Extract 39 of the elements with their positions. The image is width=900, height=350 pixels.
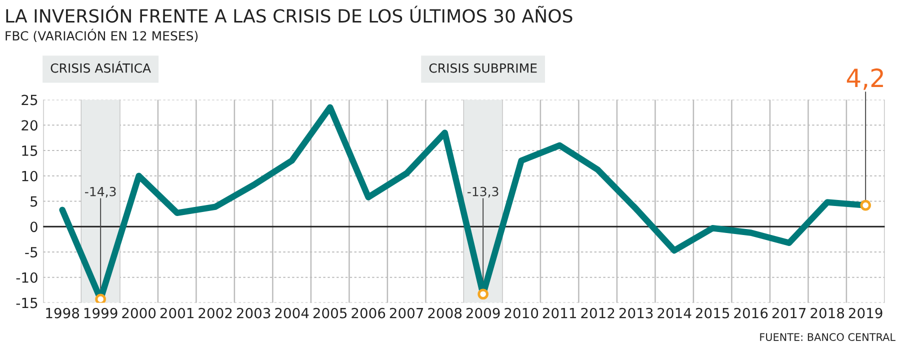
band-label: CRISIS SUBPRIME [429,63,537,73]
x-tick-label: 2015 [696,308,730,318]
x-tick-label: 2000 [122,308,156,318]
y-tick-label: 25 [22,94,38,106]
x-tick-label: 1998 [46,308,80,318]
x-tick-label: 2007 [390,308,424,318]
y-tick-label: -10 [16,272,38,283]
x-tick-label: 2006 [352,308,386,318]
band-label: CRISIS ASIÁTICA [50,61,151,73]
x-tick-label: 2003 [236,308,270,318]
x-tick-label: 2001 [160,308,194,318]
x-tick-label: 2012 [581,308,614,318]
y-tick-label: -15 [16,298,38,308]
x-tick-label: 2019 [848,308,882,318]
x-tick-label: 1999 [84,308,118,318]
x-tick-label: 2009 [466,308,500,318]
x-tick-label: 2011 [542,308,576,318]
y-tick-label: 15 [22,146,38,156]
x-tick-label: 2005 [313,308,347,318]
annotation: -14,3 [85,186,116,198]
annotation: 4,2 [846,68,883,90]
x-tick-label: 2017 [772,308,806,318]
y-tick-label: 20 [22,120,38,131]
x-tick-label: 2002 [198,308,232,318]
y-tick-label: 5 [30,196,38,207]
x-tick-label: 2010 [504,308,538,318]
x-tick-label: 2008 [428,308,462,318]
x-tick-label: 2016 [734,308,768,318]
y-tick-label: 0 [30,222,38,232]
y-tick-label: 10 [22,170,38,182]
y-tick-label: -5 [25,247,38,258]
x-tick-label: 2014 [658,308,692,318]
annotation: -13,3 [468,186,498,198]
x-tick-label: 2013 [619,308,653,318]
chart-title: LA INVERSIÓN FRENTE A LAS CRISIS DE LOS ÚLTIMOS 30 AÑOS [6,6,572,23]
x-tick-label: 2004 [275,308,309,318]
x-tick-label: 2018 [810,308,844,318]
source-note: FUENTE: BANCO CENTRAL [760,333,896,341]
chart-subtitle: FBC (VARIACIÓN EN 12 MESES) [6,28,198,42]
